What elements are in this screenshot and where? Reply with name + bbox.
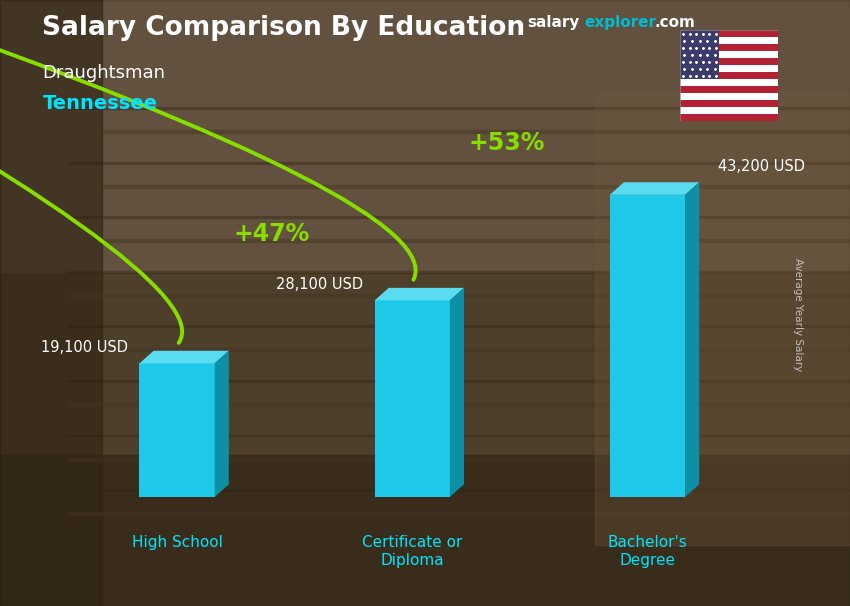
Bar [680,30,778,38]
Bar [68,435,850,436]
Text: explorer: explorer [585,15,657,30]
Bar [680,30,719,79]
Bar [680,100,778,107]
Bar [68,107,850,109]
Bar [68,348,850,351]
Bar [0,0,850,273]
Bar [680,58,778,65]
Bar [68,325,850,327]
Bar [595,91,850,545]
Bar [139,364,215,497]
Bar [680,93,778,100]
Text: Tennessee: Tennessee [42,94,157,113]
Text: +47%: +47% [233,222,309,246]
Bar [68,403,850,406]
Bar [68,185,850,188]
Bar [680,79,778,86]
Bar [680,72,778,79]
Bar [68,239,850,242]
Text: Bachelor's
Degree: Bachelor's Degree [608,535,688,568]
Bar [680,38,778,44]
Bar [68,489,850,491]
Bar [68,512,850,515]
Bar [680,107,778,114]
Bar [0,0,102,606]
Text: .com: .com [654,15,695,30]
Text: Salary Comparison By Education: Salary Comparison By Education [42,15,525,41]
Bar [68,162,850,164]
Bar [0,454,850,606]
Bar [680,44,778,52]
Text: 43,200 USD: 43,200 USD [718,159,805,174]
Polygon shape [375,288,464,301]
Bar [680,65,778,72]
Bar [68,216,850,218]
Bar [68,130,850,133]
Bar [68,294,850,297]
Text: +53%: +53% [468,131,545,155]
Polygon shape [450,288,464,497]
Text: Average Yearly Salary: Average Yearly Salary [793,259,803,371]
Polygon shape [215,351,229,497]
Polygon shape [609,182,700,195]
Text: Certificate or
Diploma: Certificate or Diploma [362,535,462,568]
Bar [68,380,850,382]
Bar [68,458,850,461]
Text: 28,100 USD: 28,100 USD [275,277,363,292]
Bar [680,114,778,121]
Text: salary: salary [527,15,580,30]
Bar [68,271,850,273]
Polygon shape [139,351,229,364]
Text: High School: High School [132,535,223,550]
Bar [0,273,850,454]
Bar [609,195,685,497]
Text: 19,100 USD: 19,100 USD [41,340,128,355]
Bar [375,301,450,497]
Bar [680,86,778,93]
Text: Draughtsman: Draughtsman [42,64,166,82]
Polygon shape [685,182,700,497]
Bar [680,52,778,58]
